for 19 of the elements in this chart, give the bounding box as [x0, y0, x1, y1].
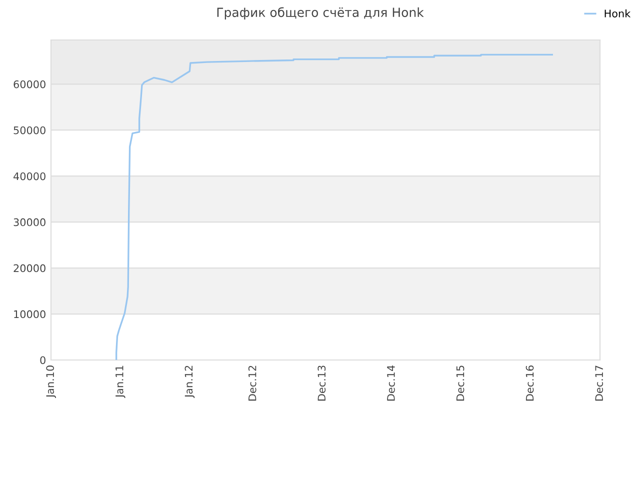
y-tick-label: 50000: [14, 126, 46, 134]
y-tick-label: 20000: [14, 264, 46, 272]
x-tick-label: Jan.12: [184, 366, 195, 398]
x-tick-label: Dec.14: [387, 365, 395, 401]
y-tick-label: 30000: [14, 218, 46, 226]
x-tick-label: Dec.16: [526, 366, 534, 401]
x-tick-label: Dec.12: [248, 366, 256, 401]
x-tick-label: Dec.15: [456, 366, 464, 401]
x-tick-label: Dec.13: [318, 366, 326, 401]
x-tick-label: Jan.10: [46, 366, 56, 398]
y-tick-label: 40000: [14, 172, 46, 180]
chart-title: График общего счёта для Honk: [217, 7, 424, 20]
legend-label: Honk: [604, 9, 631, 18]
line-series: [115, 54, 553, 360]
y-tick-label: 60000: [14, 80, 46, 88]
y-tick-label: 10000: [14, 310, 46, 318]
x-tick-label: Jan.11: [116, 366, 126, 398]
x-tick-label: Dec.17: [595, 366, 604, 401]
y-tick-label: 0: [40, 356, 46, 364]
